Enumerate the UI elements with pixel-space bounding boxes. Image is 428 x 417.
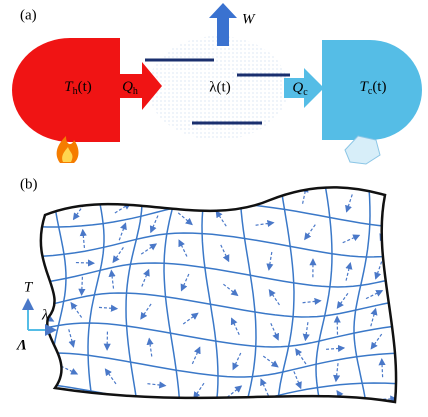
flow-arrow	[178, 213, 192, 225]
flow-arrow	[261, 379, 268, 395]
flow-arrow	[83, 230, 85, 248]
flow-arrow	[183, 313, 198, 324]
grid-line	[19, 233, 397, 257]
panel-label: (a)	[20, 7, 37, 23]
flow-arrow	[141, 304, 151, 319]
flow-arrow	[256, 403, 264, 417]
grid-line	[27, 323, 396, 347]
flow-arrow	[233, 353, 241, 369]
flow-arrow	[337, 391, 347, 406]
flow-arrow	[30, 360, 39, 376]
grid-line	[17, 383, 407, 407]
flow-arrow	[225, 410, 233, 417]
flow-arrow	[186, 185, 194, 201]
flow-arrow	[119, 223, 125, 240]
flow-arrow	[179, 240, 187, 256]
flow-arrow	[305, 225, 316, 240]
flow-arrow	[25, 393, 37, 406]
grid-line	[88, 197, 104, 417]
flow-arrow	[216, 211, 226, 226]
flow-arrow	[343, 235, 359, 242]
cold-label: Tc(t)	[360, 79, 387, 97]
flow-arrow	[111, 271, 113, 289]
flow-arrow	[263, 356, 278, 367]
flow-arrow	[260, 180, 261, 198]
flow-arrow	[141, 244, 156, 254]
flow-arrow	[71, 303, 81, 318]
flow-arrow	[227, 386, 241, 397]
grid-line	[164, 185, 180, 417]
flow-arrow	[256, 223, 274, 226]
flow-arrow	[271, 323, 278, 339]
flow-arrow	[37, 332, 43, 349]
flow-arrow	[82, 277, 83, 295]
grid-line	[240, 173, 256, 417]
flow-arrow	[113, 247, 123, 262]
flow-arrow	[76, 263, 94, 264]
grid-line	[25, 263, 393, 287]
figure: (a) Th(t) Qh W λ(t) Qc Tc(t) (b) T λ Λ	[0, 0, 428, 417]
flow-arrow	[336, 363, 338, 381]
grid-line	[126, 193, 142, 417]
flow-arrow	[149, 339, 152, 357]
flow-arrow	[194, 383, 204, 398]
flow-arrow	[371, 309, 376, 326]
work-label: W	[242, 11, 256, 27]
flow-arrow	[294, 371, 301, 388]
flow-arrow	[290, 398, 305, 408]
grid-line	[12, 173, 407, 197]
flow-arrow	[192, 347, 199, 363]
flow-arrow	[347, 194, 353, 211]
flow-arrow	[142, 270, 149, 287]
flow-arrow	[44, 285, 49, 302]
flow-arrow	[346, 263, 350, 280]
flow-arrow	[326, 348, 344, 349]
flow-arrow	[232, 318, 240, 334]
flow-arrow	[366, 291, 382, 299]
flow-arrow	[114, 405, 118, 417]
flow-arrow	[296, 349, 306, 364]
axis-right-label: λ	[41, 307, 49, 323]
flow-arrow	[181, 274, 188, 290]
flow-arrow	[337, 293, 347, 308]
flow-arrow	[382, 359, 383, 377]
flow-arrow	[196, 413, 199, 417]
medium-label: λ(t)	[209, 79, 230, 95]
flow-arrow	[269, 252, 272, 270]
axis-up-label: T	[24, 279, 34, 295]
flow-arrow	[221, 245, 229, 261]
flow-arrow	[105, 369, 115, 384]
ice-icon	[345, 136, 380, 164]
flow-arrow	[61, 366, 77, 374]
hot-label: Th(t)	[64, 79, 92, 97]
flow-arrow	[38, 233, 39, 251]
flow-arrow	[220, 180, 223, 198]
grid-line	[202, 178, 218, 417]
flow-arrow	[371, 334, 381, 349]
flow-arrow	[305, 322, 308, 340]
flow-arrow	[99, 307, 117, 308]
grid-line	[22, 353, 402, 377]
flow-arrow	[151, 216, 158, 233]
grid-line	[13, 413, 408, 417]
flow-arrow	[269, 290, 279, 305]
grid-line	[12, 189, 28, 414]
flow-arrow	[68, 397, 74, 414]
manifold-label: Λ	[16, 337, 27, 353]
flow-arrow	[223, 284, 237, 295]
panel-label: (b)	[20, 176, 38, 192]
flow-arrow	[376, 262, 382, 279]
flow-arrow	[69, 329, 74, 346]
flow-arrow	[303, 301, 321, 303]
flow-arrow	[147, 384, 165, 386]
